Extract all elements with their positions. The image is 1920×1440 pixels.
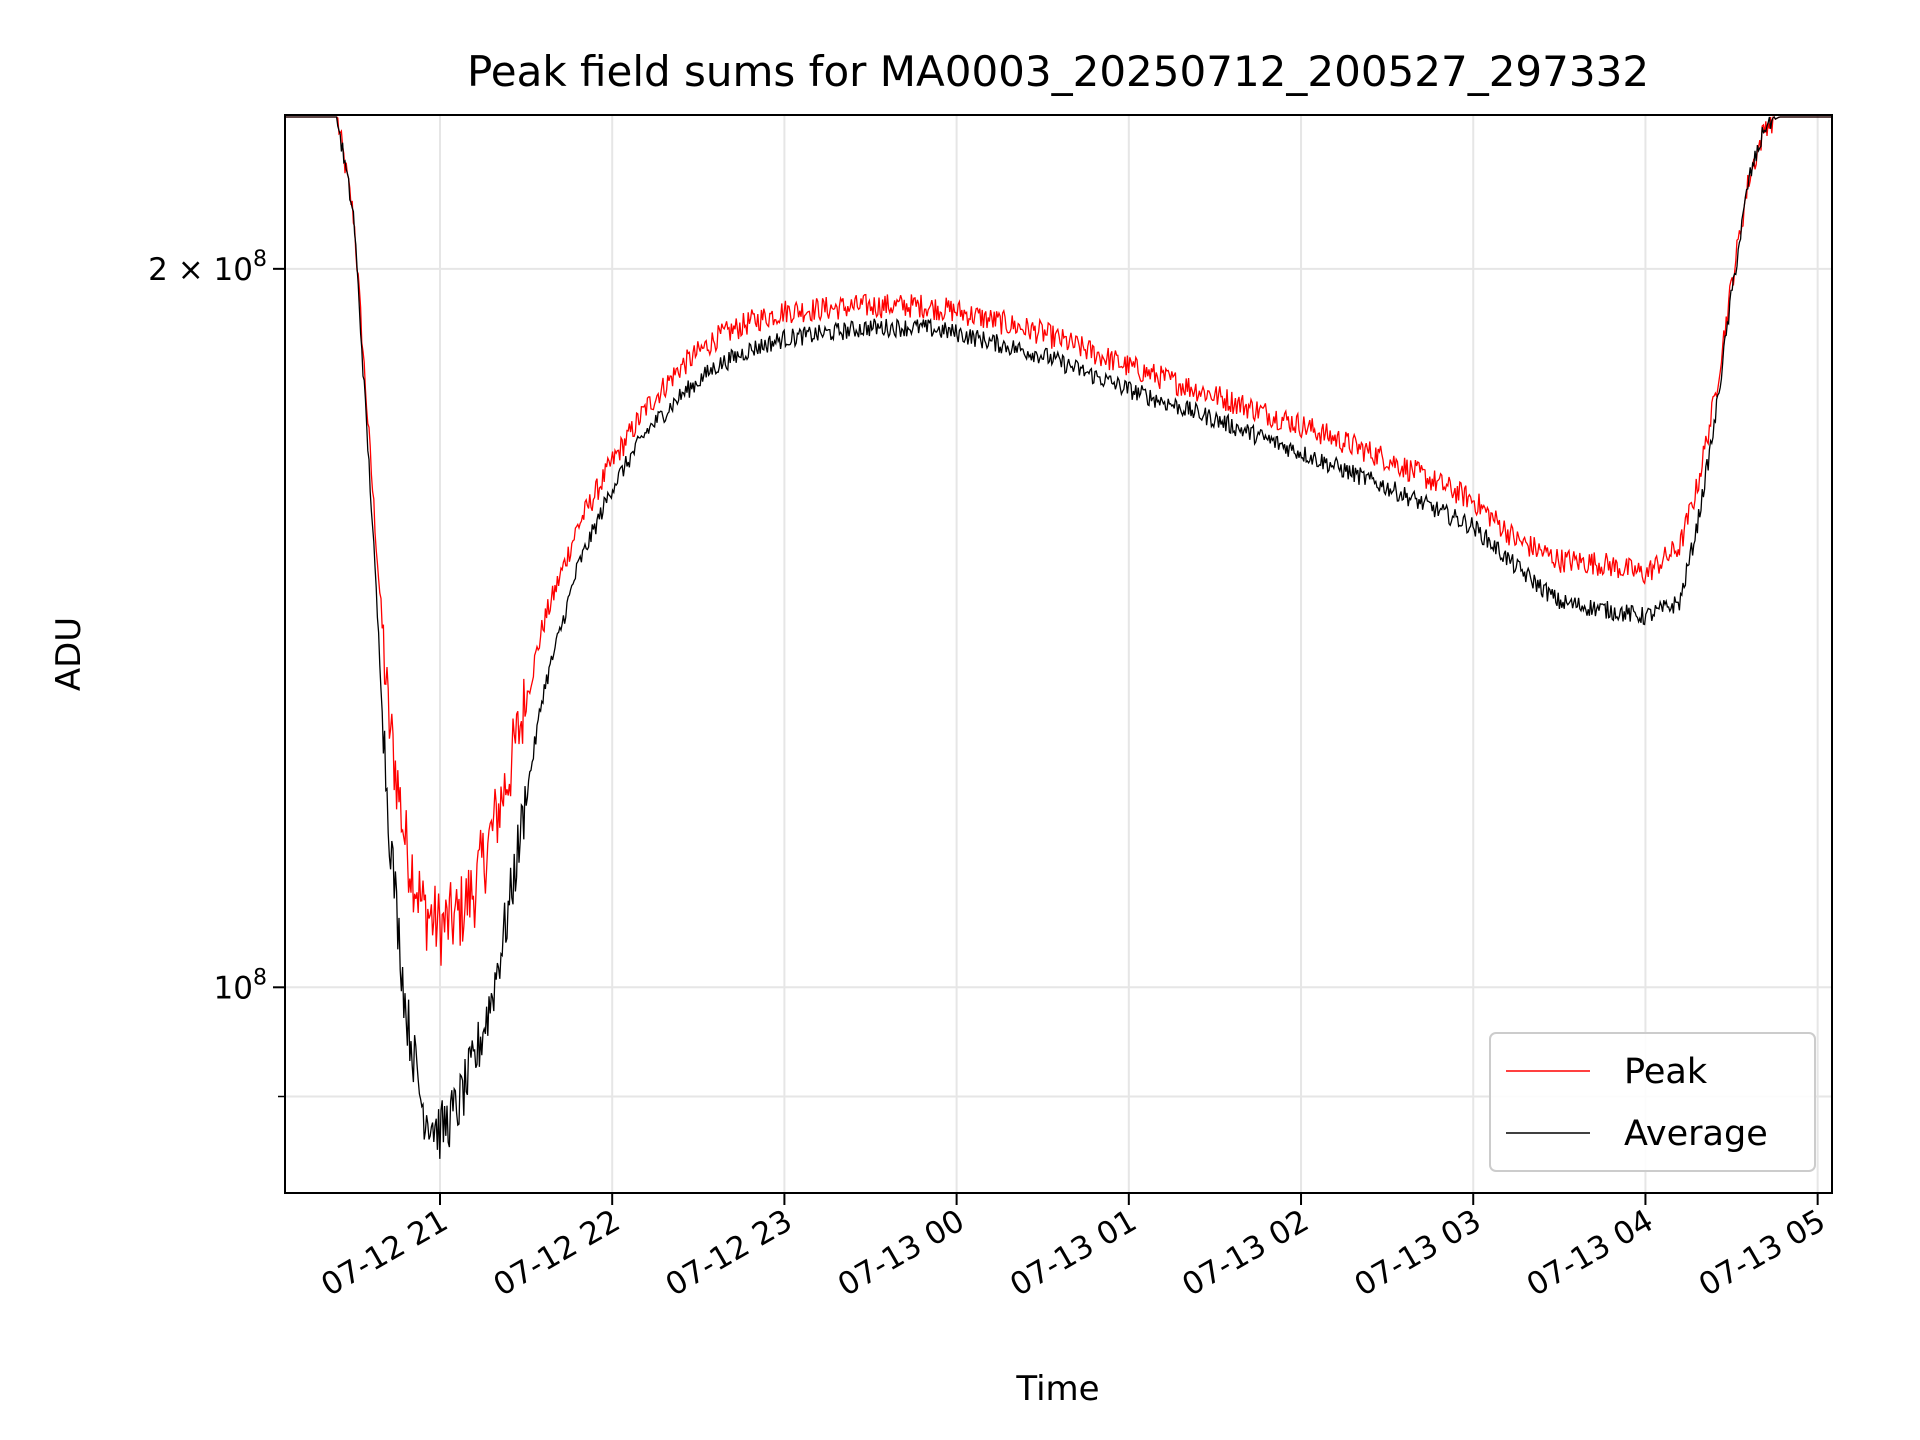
y-tick-label: 108 [214,965,267,1006]
legend-label-peak: Peak [1624,1052,1708,1092]
grid [285,115,1832,1193]
y-tick-label-exponent: 8 [253,247,267,272]
x-axis-label: Time [1015,1369,1099,1409]
y-tick-label-base: 10 [214,970,253,1006]
series-line-average [285,116,1832,1159]
chart-title: Peak field sums for MA0003_20250712_2005… [467,47,1649,96]
series-layer [285,116,1832,1159]
series-line-peak [285,116,1832,966]
y-tick-label-exponent: 8 [253,965,267,990]
legend-box [1489,1032,1816,1172]
y-tick-label: 2 × 108 [148,247,267,288]
legend: Peak Average [1489,1032,1816,1172]
y-axis-label: ADU [49,617,89,691]
plot-frame [284,114,1833,1194]
y-tick-label-base: 2 × 10 [148,252,253,288]
legend-label-average: Average [1624,1114,1768,1154]
